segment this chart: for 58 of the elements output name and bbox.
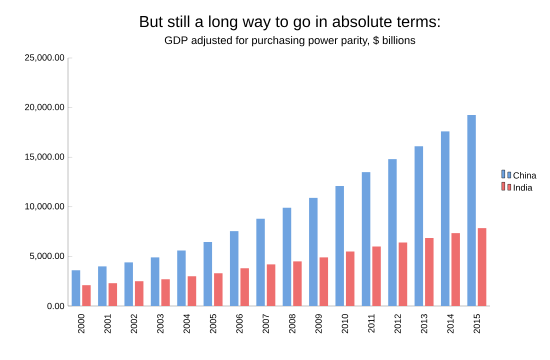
x-tick-label: 2014 [447,314,454,334]
bar [440,131,450,306]
bar [124,262,133,306]
legend-label: India [514,184,532,191]
x-tick-label: 2009 [315,314,322,334]
x-tick-label: 2005 [210,314,216,334]
bar [398,242,408,306]
bar [150,257,160,306]
bar [282,208,292,306]
bar [230,231,238,306]
y-tick-label: 25,000.00 [25,54,64,62]
bar [134,281,144,306]
bar [188,276,196,306]
y-tick-label: 0.00 [47,302,64,310]
bar [414,146,424,306]
legend-label: China [513,172,536,179]
y-tick-label: 5,000.00 [30,252,64,260]
bar [82,285,91,306]
bar [467,115,476,306]
bar [214,273,223,306]
x-tick-label: 2010 [342,314,348,334]
bar [204,242,212,306]
x-tick-label: 2011 [368,314,374,333]
x-tick-label: 2004 [184,314,190,334]
bar [108,283,118,306]
x-tick-label: 2006 [236,314,243,334]
x-tick-label: 2007 [262,314,269,334]
x-tick-label: 2013 [420,314,428,334]
x-tick-label: 2002 [130,314,138,334]
bar [293,261,302,306]
bar [266,264,276,306]
x-tick-label: 2008 [289,314,296,334]
bar [372,246,381,306]
y-tick-label: 20,000.00 [25,104,64,112]
x-tick-label: 2001 [104,314,111,334]
bar [320,257,328,306]
bar [161,279,170,306]
bar [451,233,460,306]
x-tick-label: 2012 [394,314,401,334]
x-tick-label: 2003 [157,314,164,334]
bar [240,268,249,306]
bar [335,186,344,306]
bar [388,159,397,306]
x-tick-label: 2000 [78,314,84,334]
bar [309,198,318,306]
bar [177,250,186,306]
y-tick-label: 15,000.00 [25,153,64,161]
y-tick-label: 10,000.00 [25,203,64,210]
bar [362,172,370,306]
bar [478,228,486,306]
bar [346,251,354,306]
bar [425,238,434,306]
bar [98,266,107,306]
chart-subtitle: GDP adjusted for purchasing power parity, $ billions [164,36,416,46]
chart-title: But still a long way to go in absolute terms: [140,15,440,30]
x-tick-label: 2015 [474,314,480,334]
bar [256,218,265,306]
bar [72,270,80,306]
